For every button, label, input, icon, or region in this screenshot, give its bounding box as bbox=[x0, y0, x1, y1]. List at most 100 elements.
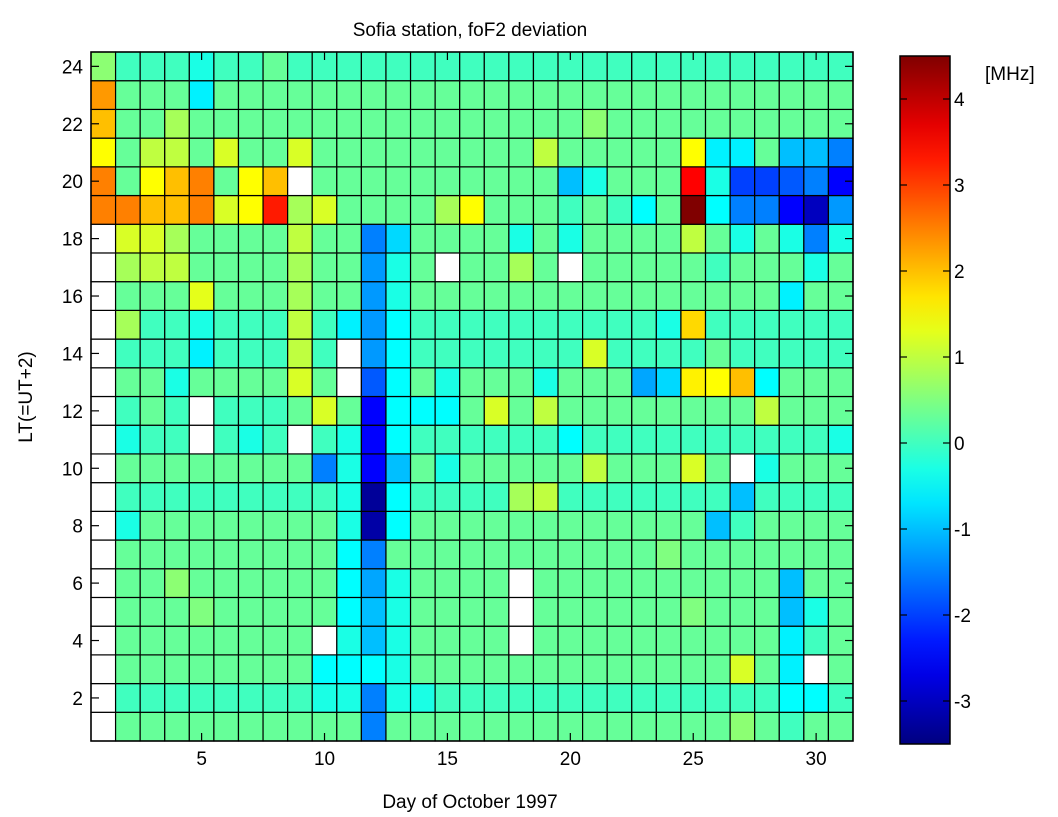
heatmap-cell bbox=[287, 51, 313, 82]
heatmap-cell bbox=[459, 309, 485, 340]
heatmap-cell bbox=[557, 309, 584, 340]
heatmap-cell bbox=[434, 482, 461, 512]
heatmap-cell bbox=[164, 309, 190, 340]
heatmap-cell bbox=[188, 482, 215, 512]
colorbar-tick-label: 1 bbox=[954, 348, 965, 369]
heatmap-cell bbox=[262, 166, 289, 197]
heatmap-cell bbox=[409, 510, 436, 541]
heatmap-cell bbox=[606, 281, 633, 311]
heatmap-cell bbox=[508, 281, 535, 311]
heatmap-cell bbox=[237, 510, 264, 541]
heatmap-cell bbox=[287, 625, 313, 656]
heatmap-cell bbox=[704, 223, 731, 254]
heatmap-cell bbox=[680, 482, 707, 512]
heatmap-cell bbox=[287, 424, 313, 455]
heatmap-cell bbox=[287, 682, 313, 713]
heatmap-cell bbox=[803, 338, 830, 369]
heatmap-cell bbox=[680, 625, 707, 656]
heatmap-cell bbox=[680, 539, 707, 570]
heatmap-cell bbox=[582, 395, 608, 426]
heatmap-cell bbox=[114, 338, 141, 369]
heatmap-cell bbox=[311, 625, 338, 656]
heatmap-cell bbox=[139, 166, 166, 197]
heatmap-cell bbox=[311, 252, 338, 283]
heatmap-cell bbox=[164, 137, 190, 168]
heatmap-cell bbox=[114, 453, 141, 484]
heatmap-cell bbox=[114, 482, 141, 512]
heatmap-cell bbox=[655, 539, 682, 570]
heatmap-cell bbox=[680, 510, 707, 541]
heatmap-cell bbox=[827, 194, 854, 225]
heatmap-cell bbox=[434, 596, 461, 627]
heatmap-cell bbox=[729, 654, 756, 685]
heatmap-cell bbox=[557, 654, 584, 685]
heatmap-cell bbox=[704, 309, 731, 340]
heatmap-cell bbox=[188, 682, 215, 713]
heatmap-cell bbox=[434, 539, 461, 570]
heatmap-cell bbox=[754, 395, 780, 426]
heatmap-cell bbox=[508, 223, 535, 254]
heatmap-cell bbox=[803, 625, 830, 656]
heatmap-cell bbox=[631, 711, 657, 742]
heatmap-cell bbox=[434, 80, 461, 111]
heatmap-cell bbox=[287, 80, 313, 111]
heatmap-cell bbox=[557, 510, 584, 541]
heatmap-cell bbox=[582, 80, 608, 111]
heatmap-cell bbox=[287, 223, 313, 254]
heatmap-cell bbox=[336, 482, 362, 512]
heatmap-cell bbox=[606, 51, 633, 82]
heatmap-cell bbox=[434, 223, 461, 254]
heatmap-cell bbox=[409, 654, 436, 685]
heatmap-cell bbox=[336, 568, 362, 599]
heatmap-cell bbox=[139, 281, 166, 311]
heatmap-cell bbox=[287, 568, 313, 599]
heatmap-cell bbox=[803, 395, 830, 426]
heatmap-cell bbox=[237, 108, 264, 139]
heatmap-cell bbox=[582, 453, 608, 484]
heatmap-cell bbox=[164, 654, 190, 685]
heatmap-cell bbox=[311, 281, 338, 311]
heatmap-cell bbox=[213, 166, 240, 197]
heatmap-cell bbox=[287, 654, 313, 685]
heatmap-cell bbox=[631, 539, 657, 570]
heatmap-cell bbox=[483, 453, 510, 484]
heatmap-cell bbox=[287, 711, 313, 742]
heatmap-cell bbox=[213, 568, 240, 599]
heatmap-cell bbox=[680, 568, 707, 599]
heatmap-cell bbox=[188, 453, 215, 484]
heatmap-cell bbox=[631, 252, 657, 283]
heatmap-cell bbox=[336, 80, 362, 111]
y-tick-label: 2 bbox=[72, 689, 83, 710]
heatmap-cell bbox=[237, 137, 264, 168]
heatmap-cell bbox=[606, 596, 633, 627]
heatmap-cell bbox=[434, 137, 461, 168]
heatmap-cell bbox=[606, 539, 633, 570]
heatmap-cell bbox=[582, 108, 608, 139]
heatmap-cell bbox=[434, 654, 461, 685]
heatmap-cell bbox=[557, 281, 584, 311]
heatmap-cell bbox=[729, 596, 756, 627]
heatmap-cell bbox=[680, 654, 707, 685]
heatmap-cell bbox=[655, 654, 682, 685]
heatmap-cell bbox=[483, 223, 510, 254]
heatmap-cell bbox=[114, 51, 141, 82]
heatmap-cell bbox=[287, 482, 313, 512]
heatmap-cell bbox=[139, 108, 166, 139]
heatmap-cell bbox=[582, 194, 608, 225]
heatmap-cell bbox=[409, 194, 436, 225]
heatmap-cell bbox=[262, 281, 289, 311]
heatmap-cell bbox=[532, 281, 559, 311]
heatmap-cell bbox=[114, 194, 141, 225]
heatmap-cell bbox=[532, 223, 559, 254]
heatmap-cell bbox=[754, 338, 780, 369]
heatmap-cell bbox=[262, 539, 289, 570]
heatmap-cell bbox=[188, 252, 215, 283]
heatmap-cell bbox=[704, 137, 731, 168]
heatmap-cell bbox=[557, 395, 584, 426]
heatmap-cell bbox=[729, 108, 756, 139]
heatmap-cell bbox=[754, 252, 780, 283]
heatmap-cell bbox=[508, 194, 535, 225]
heatmap-cell bbox=[508, 596, 535, 627]
heatmap-cell bbox=[606, 395, 633, 426]
heatmap-cell bbox=[483, 424, 510, 455]
